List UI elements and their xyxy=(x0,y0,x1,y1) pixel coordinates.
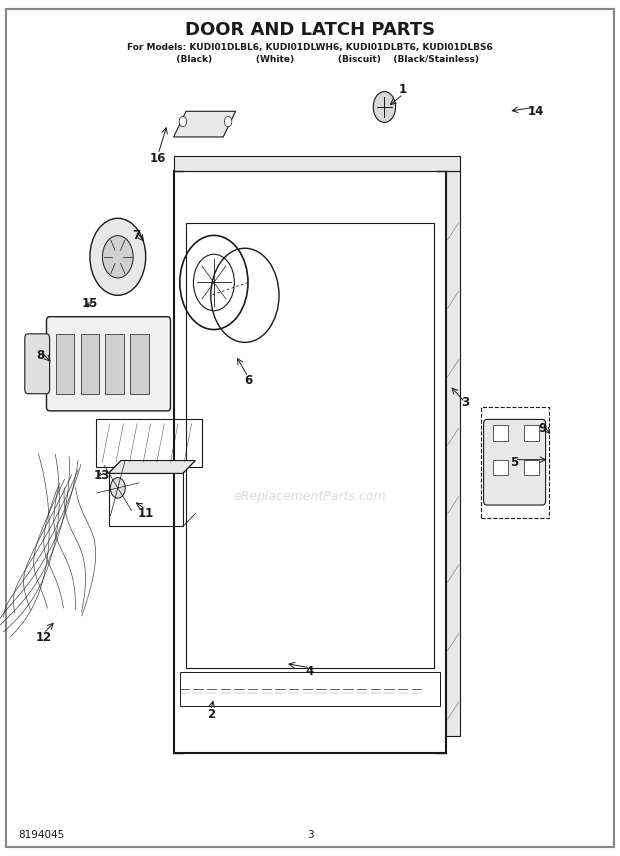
Text: 1: 1 xyxy=(399,83,407,97)
Polygon shape xyxy=(108,461,195,473)
FancyBboxPatch shape xyxy=(484,419,546,505)
Circle shape xyxy=(179,116,187,127)
Text: (Black)              (White)              (Biscuit)    (Black/Stainless): (Black) (White) (Biscuit) (Black/Stainle… xyxy=(141,56,479,64)
Text: 15: 15 xyxy=(82,297,98,311)
Text: 12: 12 xyxy=(35,631,51,645)
Bar xyxy=(174,171,446,753)
Circle shape xyxy=(373,92,396,122)
Circle shape xyxy=(110,478,125,498)
Bar xyxy=(480,407,549,518)
Bar xyxy=(180,672,440,706)
Text: 8194045: 8194045 xyxy=(19,829,65,840)
Bar xyxy=(56,334,74,394)
FancyBboxPatch shape xyxy=(46,317,170,411)
Text: 7: 7 xyxy=(132,229,141,242)
Bar xyxy=(174,156,460,171)
Circle shape xyxy=(224,116,232,127)
Text: 8: 8 xyxy=(36,348,45,362)
Text: 9: 9 xyxy=(538,421,547,435)
Bar xyxy=(493,460,508,475)
Text: DOOR AND LATCH PARTS: DOOR AND LATCH PARTS xyxy=(185,21,435,39)
Text: 5: 5 xyxy=(510,455,519,469)
Text: eReplacementParts.com: eReplacementParts.com xyxy=(234,490,386,503)
Bar xyxy=(81,334,99,394)
Bar xyxy=(105,334,124,394)
Text: 3: 3 xyxy=(307,829,313,840)
Bar xyxy=(524,460,539,475)
Text: 11: 11 xyxy=(138,507,154,520)
Text: 13: 13 xyxy=(94,468,110,482)
Polygon shape xyxy=(174,111,236,137)
Circle shape xyxy=(90,218,146,295)
Bar xyxy=(186,223,434,668)
Text: 3: 3 xyxy=(461,395,469,409)
Bar xyxy=(96,419,202,467)
Bar xyxy=(446,171,460,736)
Text: 16: 16 xyxy=(150,152,166,165)
Circle shape xyxy=(102,235,133,278)
Text: 6: 6 xyxy=(244,374,252,388)
Text: For Models: KUDI01DLBL6, KUDI01DLWH6, KUDI01DLBT6, KUDI01DLBS6: For Models: KUDI01DLBL6, KUDI01DLWH6, KU… xyxy=(127,43,493,51)
Text: 2: 2 xyxy=(206,708,215,722)
Bar xyxy=(524,425,539,441)
Bar xyxy=(493,425,508,441)
Bar xyxy=(130,334,149,394)
FancyBboxPatch shape xyxy=(25,334,50,394)
Text: 4: 4 xyxy=(306,665,314,679)
Text: 14: 14 xyxy=(528,104,544,118)
Bar xyxy=(108,473,183,526)
